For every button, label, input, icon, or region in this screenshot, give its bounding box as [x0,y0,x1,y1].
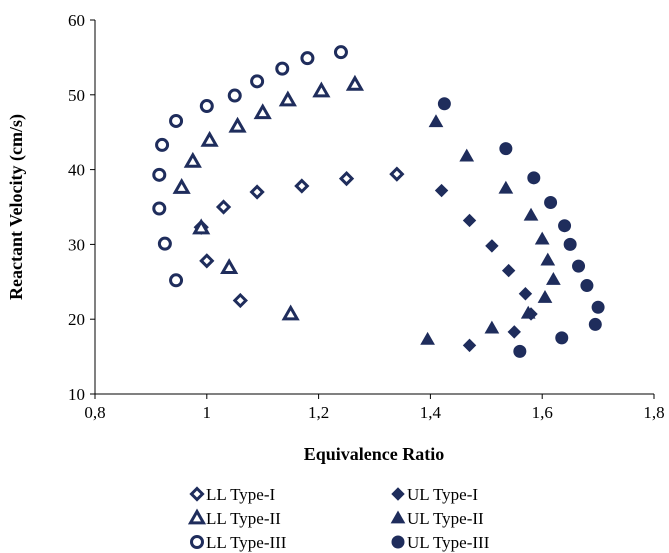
point-ul-type-ii [540,252,556,266]
legend-marker-ll-type-i [189,486,205,502]
point-ul-type-iii [544,196,558,210]
y-tick-label: 10 [68,385,85,404]
point-ul-type-iii [499,142,513,156]
point-ul-type-i [462,213,477,228]
point-ll-type-ii [220,258,239,274]
legend-label-ll-type-ii: LL Type-II [206,509,281,528]
point-ll-type-iii [199,99,214,114]
x-tick-label: 1,2 [308,403,329,422]
point-ul-type-ii [428,114,444,128]
point-ll-type-i [294,178,310,194]
point-ul-type-ii [534,231,550,245]
point-ul-type-i [501,263,516,278]
point-ul-type-iii [563,237,577,251]
point-ul-type-iii [588,317,602,331]
point-ll-type-iii [333,45,348,60]
legend-marker-ul-type-ii [390,510,406,524]
point-ll-type-iii [157,236,172,251]
point-ul-type-ii [498,180,514,194]
point-ll-type-iii [169,113,184,128]
point-ul-type-i [434,183,449,198]
legend-label-ul-type-iii: UL Type-III [407,533,490,552]
point-ll-type-ii [312,81,331,98]
point-ll-type-i [338,170,355,187]
point-ll-type-iii [152,201,167,216]
axes [94,20,654,395]
legend-label-ul-type-i: UL Type-I [407,485,478,504]
point-ul-type-ii [484,320,500,334]
legend-marker-ul-type-iii [391,535,405,549]
point-ul-type-iii [527,171,541,185]
y-tick-label: 50 [68,86,85,105]
point-ll-type-ii [183,151,202,168]
legend-marker-ll-type-iii [190,535,204,549]
point-ul-type-i [507,325,521,339]
point-ll-type-i [215,199,232,215]
point-ll-type-ii [228,116,247,133]
point-ll-type-ii [200,130,219,147]
data-points [152,45,605,358]
legend-label-ll-type-iii: LL Type-III [206,533,287,552]
x-tick-label: 1,6 [532,403,553,422]
legend-label-ul-type-ii: UL Type-II [407,509,484,528]
point-ul-type-i [485,239,499,253]
x-tick-label: 0,8 [84,403,105,422]
point-ll-type-ii [253,103,272,120]
point-ul-type-ii [420,331,435,345]
point-ll-type-ii [192,218,211,235]
point-ll-type-iii [300,51,315,66]
x-tick-label: 1,8 [643,403,664,422]
point-ul-type-iii [555,331,569,345]
point-ul-type-i [462,338,477,353]
y-axis-title: Reactant Velocity (cm/s) [6,114,27,300]
point-ul-type-ii [520,305,536,319]
point-ll-type-iii [250,74,265,89]
ticks: 10 20 30 40 50 60 0,8 1 1,2 1,4 1,6 1,8 [68,11,665,422]
y-tick-label: 20 [68,310,85,329]
y-tick-label: 30 [68,235,85,254]
point-ul-type-iii [513,344,527,358]
point-ul-type-ii [523,207,539,221]
point-ll-type-iii [152,167,167,182]
x-tick-label: 1 [203,403,212,422]
point-ll-type-i [249,184,265,200]
point-ul-type-iii [572,259,586,273]
point-ll-type-ii [172,178,191,194]
point-ul-type-iii [558,219,572,233]
point-ll-type-iii [275,61,290,76]
point-ll-type-i [232,292,248,309]
y-tick-label: 60 [68,11,85,30]
legend: LL Type-I UL Type-I LL Type-II UL Type-II LL… [187,485,490,552]
point-ul-type-ii [537,290,553,303]
point-ll-type-ii [345,74,365,91]
legend-marker-ll-type-ii [187,508,207,525]
point-ll-type-iii [227,88,242,103]
point-ll-type-ii [281,304,300,321]
point-ll-type-iii [169,273,184,288]
point-ul-type-ii [546,272,561,285]
point-ll-type-i [389,166,405,182]
point-ll-type-i [199,253,215,269]
x-axis-title: Equivalence Ratio [304,444,445,464]
x-tick-label: 1,4 [420,403,442,422]
point-ul-type-iii [580,279,594,293]
point-ll-type-ii [278,90,297,107]
point-ul-type-i [518,287,533,301]
legend-label-ll-type-i: LL Type-I [206,485,275,504]
point-ul-type-iii [437,97,451,111]
point-ll-type-iii [155,137,170,152]
point-ul-type-ii [459,148,475,162]
legend-marker-ul-type-i [391,487,405,501]
point-ul-type-iii [591,300,605,314]
y-tick-label: 40 [68,161,85,180]
